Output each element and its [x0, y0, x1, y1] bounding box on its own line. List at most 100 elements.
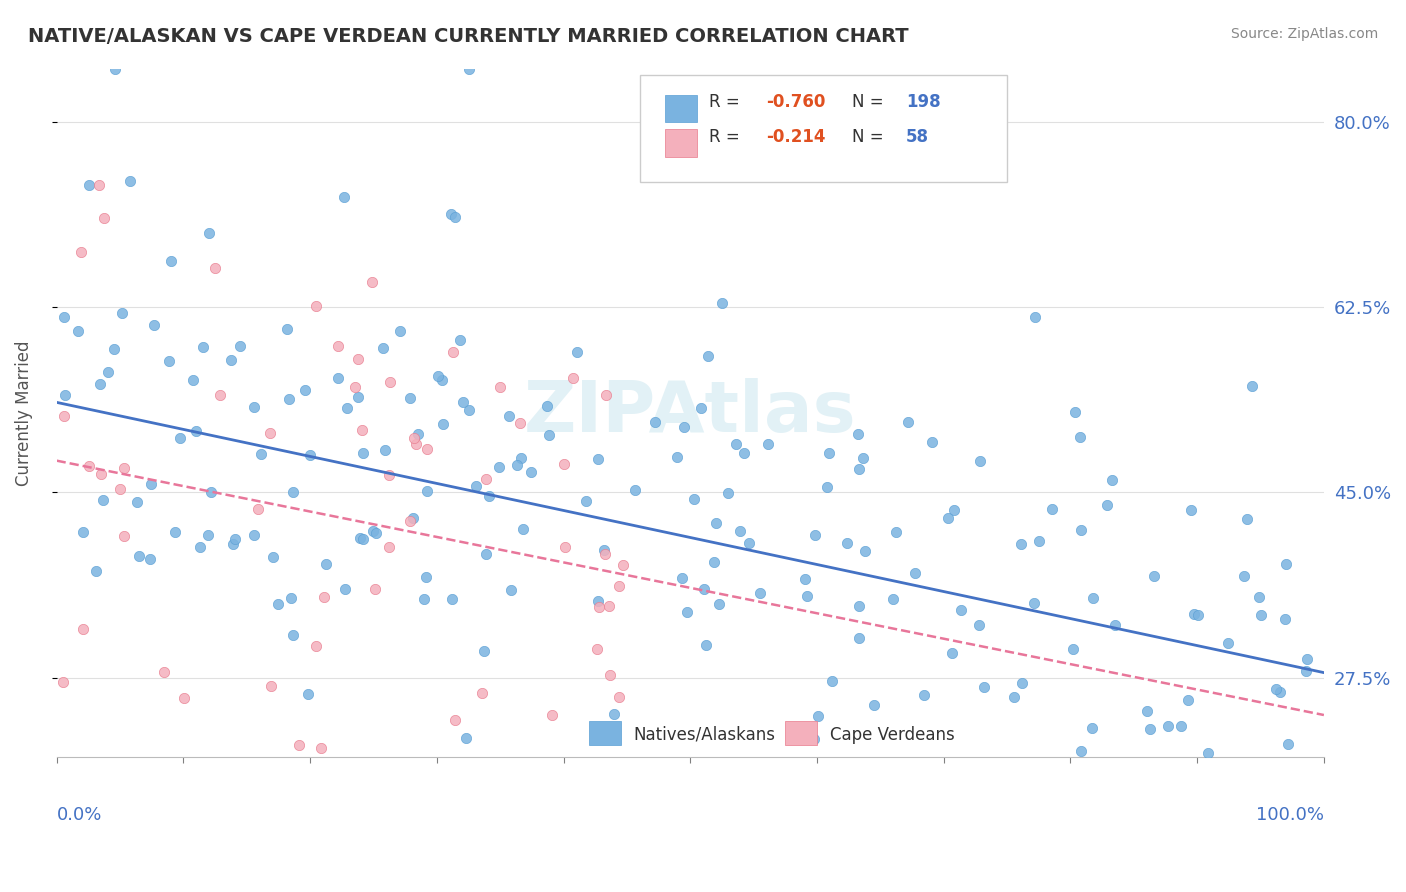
Point	[1195, 804, 1218, 818]
FancyBboxPatch shape	[786, 721, 817, 745]
Point	[941, 647, 963, 661]
Point	[488, 380, 510, 394]
Point	[378, 467, 401, 482]
Text: N =: N =	[852, 128, 890, 146]
Point	[835, 536, 858, 550]
Point	[738, 535, 761, 549]
Point	[520, 465, 543, 479]
Point	[607, 579, 630, 593]
Text: Source: ZipAtlas.com: Source: ZipAtlas.com	[1230, 27, 1378, 41]
Point	[280, 591, 302, 605]
Point	[139, 552, 162, 566]
Point	[77, 459, 100, 474]
Point	[623, 483, 645, 498]
Point	[1295, 665, 1317, 679]
Point	[298, 448, 321, 462]
Point	[243, 528, 266, 542]
Text: Natives/Alaskans: Natives/Alaskans	[633, 726, 775, 744]
Point	[695, 638, 717, 652]
Text: -0.214: -0.214	[766, 128, 825, 146]
Point	[415, 570, 437, 584]
Point	[443, 713, 465, 727]
Point	[374, 443, 396, 458]
Point	[219, 352, 242, 367]
Point	[600, 804, 623, 818]
FancyBboxPatch shape	[589, 721, 620, 745]
Point	[250, 446, 273, 460]
Point	[593, 543, 616, 558]
Point	[205, 766, 228, 780]
Point	[749, 586, 772, 600]
Point	[139, 477, 162, 491]
Point	[794, 572, 817, 586]
Point	[262, 550, 284, 565]
Point	[848, 599, 870, 613]
Point	[416, 442, 439, 457]
Point	[72, 524, 94, 539]
Point	[690, 401, 713, 416]
Point	[1197, 746, 1219, 760]
Point	[1250, 608, 1272, 623]
Point	[1104, 618, 1126, 632]
Point	[406, 426, 429, 441]
Point	[512, 523, 534, 537]
Point	[882, 592, 904, 607]
Point	[475, 547, 498, 561]
Point	[281, 628, 304, 642]
Point	[128, 549, 150, 563]
Point	[1002, 690, 1025, 704]
Point	[1078, 804, 1101, 818]
Point	[352, 533, 374, 547]
Point	[724, 436, 747, 450]
Point	[278, 392, 301, 407]
Point	[430, 373, 453, 387]
Y-axis label: Currently Married: Currently Married	[15, 340, 32, 486]
Point	[281, 485, 304, 500]
Point	[1083, 591, 1105, 606]
Point	[183, 373, 205, 387]
Point	[595, 388, 617, 402]
Point	[457, 62, 479, 76]
Point	[449, 334, 471, 348]
Point	[475, 472, 498, 486]
Point	[1011, 676, 1033, 690]
Point	[499, 583, 522, 598]
Point	[389, 324, 412, 338]
Point	[665, 450, 688, 464]
Point	[127, 495, 149, 509]
Point	[111, 306, 134, 320]
Point	[853, 544, 876, 558]
Point	[733, 445, 755, 459]
Point	[287, 738, 309, 752]
Point	[848, 461, 870, 475]
Point	[815, 480, 838, 494]
Point	[416, 484, 439, 499]
Point	[471, 686, 494, 700]
Point	[97, 365, 120, 379]
Point	[803, 732, 825, 747]
Point	[560, 799, 582, 814]
Point	[474, 644, 496, 658]
Point	[1064, 405, 1087, 419]
Point	[612, 558, 634, 572]
Point	[1022, 596, 1045, 610]
Point	[1040, 502, 1063, 516]
Point	[259, 425, 281, 440]
Point	[1180, 503, 1202, 517]
Point	[1296, 651, 1319, 665]
Point	[966, 775, 988, 789]
Point	[399, 515, 422, 529]
Point	[1028, 533, 1050, 548]
Point	[398, 391, 420, 405]
Point	[848, 631, 870, 645]
Text: R =: R =	[709, 128, 745, 146]
Point	[346, 390, 368, 404]
Text: 100.0%: 100.0%	[1256, 805, 1324, 823]
Point	[598, 599, 620, 613]
Point	[373, 341, 395, 355]
Point	[821, 673, 844, 688]
Point	[904, 566, 927, 581]
Point	[456, 731, 478, 745]
Point	[120, 174, 142, 188]
Point	[1095, 498, 1118, 512]
